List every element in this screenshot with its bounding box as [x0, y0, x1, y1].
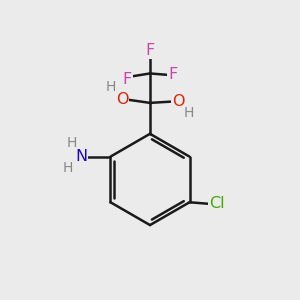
Text: Cl: Cl [209, 196, 224, 211]
Text: H: H [184, 106, 194, 120]
Text: F: F [123, 72, 132, 87]
Text: H: H [66, 136, 76, 150]
Text: O: O [172, 94, 184, 109]
Text: F: F [168, 68, 177, 82]
Text: F: F [146, 43, 154, 58]
Text: H: H [62, 161, 73, 176]
Text: N: N [76, 149, 88, 164]
Text: H: H [106, 80, 116, 94]
Text: O: O [116, 92, 128, 107]
